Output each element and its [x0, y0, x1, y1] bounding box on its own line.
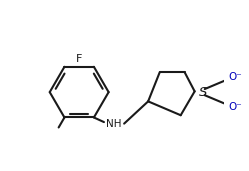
Text: NH: NH — [106, 119, 122, 129]
Text: F: F — [76, 54, 82, 64]
Text: O⁻: O⁻ — [229, 73, 243, 82]
Text: S: S — [198, 86, 207, 99]
Text: O⁻: O⁻ — [229, 102, 243, 112]
